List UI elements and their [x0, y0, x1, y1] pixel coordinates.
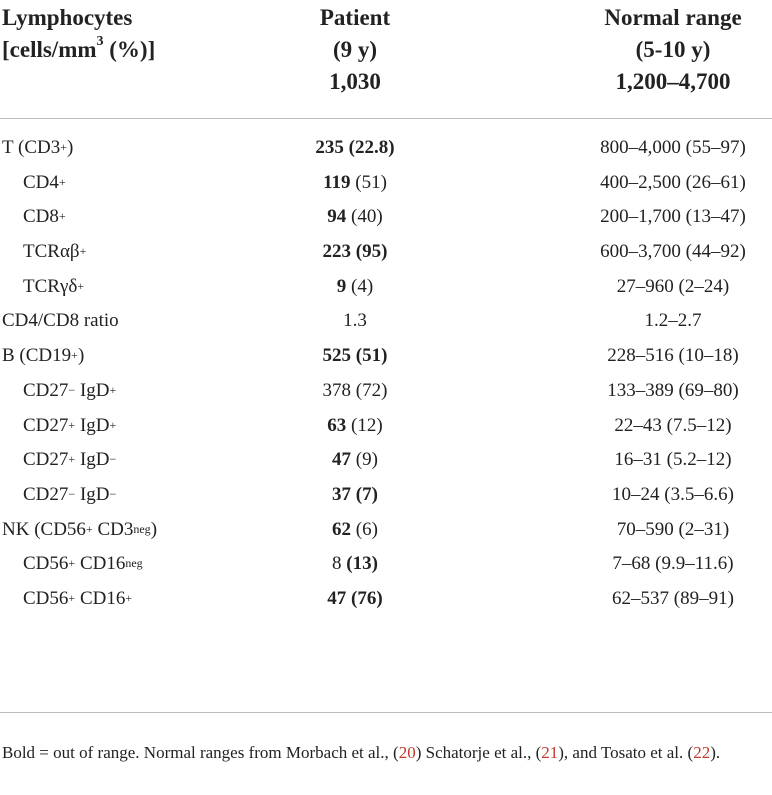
footer-divider: [0, 712, 772, 713]
cell-lymphocyte-subset: T (CD3+): [2, 137, 74, 158]
cell-normal-range: 10–24 (3.5–6.6): [612, 483, 734, 505]
cell-normal-range: 400–2,500 (26–61): [600, 171, 746, 193]
table-row: CD27+ IgD− 47 (9) 16–31 (5.2–12): [0, 449, 772, 484]
table-row: CD56+ CD16neg 8 (13) 7–68 (9.9–11.6): [0, 553, 772, 588]
table-row: CD56+ CD16+ 47 (76) 62–537 (89–91): [0, 588, 772, 623]
table-row: CD27+ IgD+ 63 (12) 22–43 (7.5–12): [0, 415, 772, 450]
header-col3-line2: (5-10 y): [635, 37, 711, 62]
cell-normal-range: 200–1,700 (13–47): [600, 206, 746, 228]
header-col3-line3: 1,200–4,700: [615, 69, 731, 94]
table-row: CD27− IgD+ 378 (72) 133–389 (69–80): [0, 380, 772, 415]
header-patient: Patient (9 y) 1,030: [275, 2, 435, 98]
header-col2-line3: 1,030: [329, 69, 381, 94]
cell-patient-value: 9 (4): [336, 275, 374, 297]
cell-patient-value: 525 (51): [322, 345, 388, 367]
cell-normal-range: 70–590 (2–31): [616, 518, 730, 540]
header-col1-line1: Lymphocytes: [2, 5, 133, 30]
table-row: B (CD19+) 525 (51) 228–516 (10–18): [0, 345, 772, 380]
cell-normal-range: 600–3,700 (44–92): [600, 241, 746, 263]
cell-lymphocyte-subset: NK (CD56+ CD3neg): [2, 518, 158, 540]
table-body: T (CD3+) 235 (22.8) 800–4,000 (55–97) CD4+ 1…: [0, 137, 772, 623]
cell-normal-range: 62–537 (89–91): [612, 587, 734, 609]
cell-lymphocyte-subset: CD4+: [23, 171, 66, 193]
cell-lymphocyte-subset: CD56+ CD16neg: [23, 553, 143, 575]
cell-patient-value: 119 (51): [323, 171, 387, 193]
table-row: TCRαβ+ 223 (95) 600–3,700 (44–92): [0, 241, 772, 276]
cell-patient-value: 235 (22.8): [315, 137, 395, 158]
table-row: CD8+ 94 (40) 200–1,700 (13–47): [0, 206, 772, 241]
cell-lymphocyte-subset: TCRγδ+: [23, 275, 85, 297]
table-row: CD4/CD8 ratio 1.3 1.2–2.7: [0, 310, 772, 345]
cell-normal-range: 133–389 (69–80): [607, 379, 739, 401]
table-row: CD4+ 119 (51) 400–2,500 (26–61): [0, 172, 772, 207]
cell-patient-value: 63 (12): [327, 414, 383, 436]
cell-patient-value: 378 (72): [322, 379, 388, 401]
reference-link-21[interactable]: 21: [541, 743, 559, 762]
cell-lymphocyte-subset: B (CD19+): [2, 345, 85, 367]
cell-lymphocyte-subset: TCRαβ+: [23, 241, 87, 263]
reference-link-22[interactable]: 22: [693, 743, 711, 762]
cell-patient-value: 62 (6): [332, 518, 378, 540]
table-row: TCRγδ+ 9 (4) 27–960 (2–24): [0, 276, 772, 311]
cell-patient-value: 1.3: [343, 310, 367, 332]
cell-normal-range: 7–68 (9.9–11.6): [612, 553, 734, 575]
header-col3-line1: Normal range: [604, 5, 742, 30]
cell-lymphocyte-subset: CD27+ IgD+: [23, 414, 117, 436]
cell-patient-value: 8 (13): [332, 553, 378, 575]
cell-normal-range: 1.2–2.7: [644, 310, 702, 332]
reference-link-20[interactable]: 20: [398, 743, 416, 762]
cell-patient-value: 94 (40): [327, 206, 383, 228]
footnote: Bold = out of range. Normal ranges from …: [2, 743, 721, 762]
cell-patient-value: 47 (76): [327, 587, 383, 609]
cell-lymphocyte-subset: CD4/CD8 ratio: [2, 310, 119, 332]
table-row: T (CD3+) 235 (22.8) 800–4,000 (55–97): [0, 137, 772, 172]
cell-lymphocyte-subset: CD56+ CD16+: [23, 587, 133, 609]
header-col2-line1: Patient: [319, 5, 391, 30]
cell-lymphocyte-subset: CD8+: [23, 206, 66, 228]
cell-lymphocyte-subset: CD27− IgD+: [23, 379, 117, 401]
cell-normal-range: 22–43 (7.5–12): [614, 414, 732, 436]
table-row: CD27− IgD− 37 (7) 10–24 (3.5–6.6): [0, 484, 772, 519]
cell-normal-range: 27–960 (2–24): [616, 275, 730, 297]
cell-normal-range: 800–4,000 (55–97): [600, 137, 746, 158]
header-col2-line2: (9 y): [332, 37, 378, 62]
header-normal-range: Normal range (5-10 y) 1,200–4,700: [573, 2, 772, 98]
cell-patient-value: 223 (95): [322, 241, 388, 263]
header-col1-line2: [cells/mm3 (%)]: [2, 34, 156, 62]
cell-lymphocyte-subset: CD27+ IgD−: [23, 449, 117, 471]
cell-patient-value: 47 (9): [332, 449, 378, 471]
header-divider: [0, 118, 772, 119]
cell-normal-range: 228–516 (10–18): [607, 345, 739, 367]
header-lymphocytes: Lymphocytes [cells/mm3 (%)]: [2, 2, 155, 66]
cell-patient-value: 37 (7): [332, 483, 378, 505]
cell-lymphocyte-subset: CD27− IgD−: [23, 483, 117, 505]
cell-normal-range: 16–31 (5.2–12): [614, 449, 732, 471]
table-row: NK (CD56+ CD3neg) 62 (6) 70–590 (2–31): [0, 519, 772, 554]
